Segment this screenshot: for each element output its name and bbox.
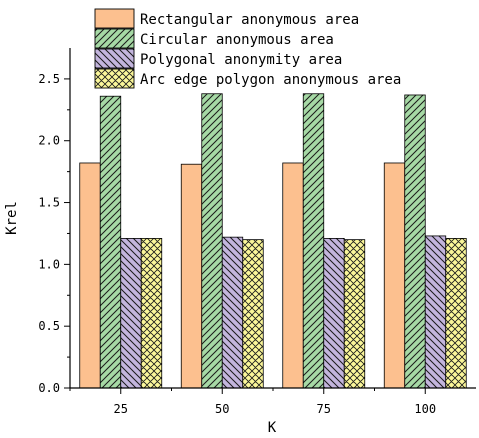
- legend-swatch-4: [94, 68, 135, 89]
- y-tick-label: 1.0: [38, 257, 60, 271]
- legend-swatch-1: [94, 8, 135, 29]
- legend-label-1: Rectangular anonymous area: [140, 12, 359, 28]
- bars-group: [79, 93, 467, 389]
- bar-4-50: [242, 239, 264, 389]
- legend-swatch-2: [94, 28, 135, 49]
- bar-2-25: [99, 95, 122, 389]
- bar-3-75: [323, 237, 345, 389]
- axes-group: 0.0 0.5 1.0 1.5 2.0 2.5 25 50 75 100: [38, 48, 476, 416]
- x-tick-label: 50: [215, 402, 229, 416]
- bar-1-75: [282, 162, 304, 389]
- y-axis-label: Krel: [4, 201, 20, 235]
- y-tick-label: 2.5: [38, 72, 60, 86]
- legend-swatch-3: [94, 48, 135, 69]
- bar-4-75: [343, 239, 366, 389]
- bar-1-25: [79, 162, 101, 389]
- bar-2-75: [302, 93, 325, 389]
- bar-4-25: [140, 237, 163, 389]
- bar-1-100: [383, 162, 406, 389]
- bar-2-100: [404, 94, 426, 389]
- legend-label-2: Circular anonymous area: [140, 32, 334, 48]
- x-tick-label: 75: [317, 402, 331, 416]
- legend-label-4: Arc edge polygon anonymous area: [140, 72, 401, 88]
- bar-2-50: [201, 93, 223, 389]
- bar-3-100: [424, 235, 447, 389]
- y-tick-label: 1.5: [38, 196, 60, 210]
- legend: Rectangular anonymous area Circular anony…: [94, 8, 401, 89]
- bar-3-25: [120, 237, 142, 389]
- bar-4-100: [445, 237, 467, 389]
- x-tick-label: 25: [114, 402, 128, 416]
- bar-1-50: [180, 163, 203, 389]
- y-tick-label: 2.0: [38, 134, 60, 148]
- legend-label-3: Polygonal anonymity area: [140, 52, 342, 68]
- y-tick-label: 0.5: [38, 319, 60, 333]
- y-tick-label: 0.0: [38, 381, 60, 395]
- x-axis-label: K: [268, 420, 277, 436]
- bar-3-50: [221, 236, 244, 389]
- x-tick-label: 100: [414, 402, 436, 416]
